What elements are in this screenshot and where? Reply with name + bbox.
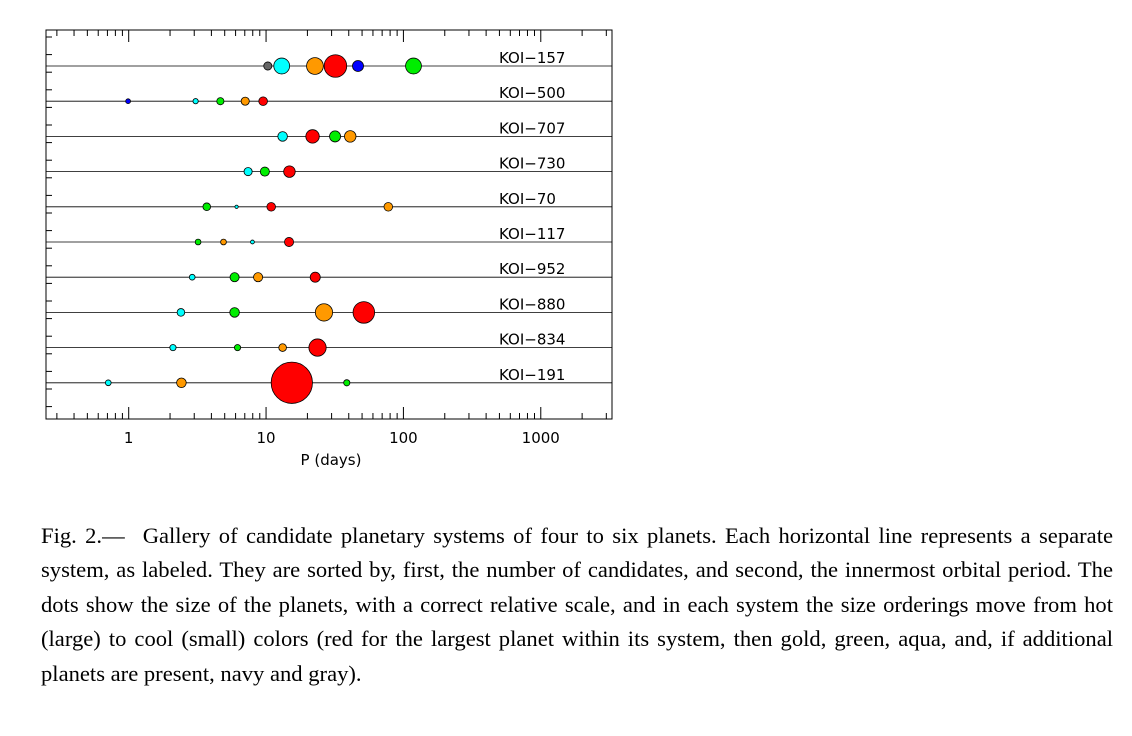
system-label: KOI−157 [499,49,565,67]
planet-dot [188,273,196,281]
x-tick-labels: 1 10 100 1000 [124,429,560,447]
planet-dot [284,237,295,247]
caption-text: Gallery of candidate planetary systems o… [41,523,1113,686]
planet-dot [250,239,255,245]
planet-dot [383,202,394,212]
planet-dot [273,57,291,75]
planet-dot [306,57,324,75]
planet-dot [202,202,211,212]
chart: KOI−157 KOI−500 KOI−707 KOI−730 KOI−70 KOI−11… [45,29,613,469]
x-tick-label: 1000 [522,429,560,447]
planet-dot [329,130,341,143]
figure-caption: Fig. 2.— Gallery of candidate planetary s… [41,519,1113,691]
planet-dot [253,272,264,283]
planet-dot [216,97,225,106]
planet-dot [176,308,186,317]
planet-dot [229,272,240,283]
system-labels: KOI−157 KOI−500 KOI−707 KOI−730 KOI−70 KOI−11… [499,49,565,384]
planet-dot [176,377,187,389]
planets [104,54,422,404]
planet-dot [344,130,357,143]
planet-dot [229,307,240,318]
planet-dot [283,165,296,178]
planet-dot [192,98,199,105]
planet-dot [270,361,313,404]
system-lines [46,65,612,384]
planet-dot [405,57,422,75]
planet-dot [277,131,288,142]
planet-dot [352,301,376,324]
system-label: KOI−707 [499,119,565,137]
x-tick-label: 1 [124,429,134,447]
caption-figure-label: Fig. 2.— [41,523,125,548]
planet-dot [263,61,273,71]
x-tick-label: 10 [257,429,276,447]
planet-dot [278,343,287,352]
planet-dot [266,202,276,212]
planet-dot [323,54,348,78]
planet-dot [258,96,268,106]
planet-dot [169,344,177,352]
planet-dot [259,166,270,177]
planet-dot [234,344,242,352]
y-ticks [46,36,52,408]
planet-dot [125,98,131,104]
system-label: KOI−880 [499,295,565,313]
system-label: KOI−191 [499,366,565,384]
planet-dot [194,238,202,246]
system-label: KOI−952 [499,260,565,278]
system-label: KOI−730 [499,155,565,173]
system-label: KOI−117 [499,225,565,243]
planet-dot [243,167,253,177]
x-axis-title: P (days) [301,451,362,469]
plot-frame [45,29,613,420]
system-label: KOI−834 [499,331,565,349]
planet-dot [220,238,227,246]
planet-dot [309,271,321,283]
planet-dot [352,60,364,72]
x-tick-label: 100 [389,429,418,447]
planet-dot [314,303,334,322]
minor-ticks [56,30,607,419]
planet-dot [104,379,112,387]
planet-dot [308,338,327,357]
planet-dot [305,129,320,144]
planet-dot [343,379,351,387]
system-label: KOI−500 [499,84,565,102]
system-label: KOI−70 [499,190,556,208]
planet-dot [240,96,250,106]
planet-dot [234,204,239,209]
